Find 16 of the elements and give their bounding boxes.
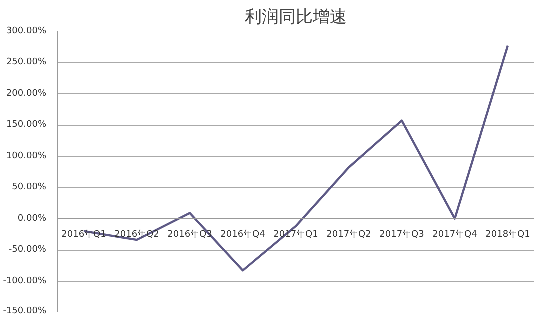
y-tick-label: -150.00% <box>3 306 47 316</box>
y-tick-label: -50.00% <box>8 245 47 256</box>
x-tick-label: 2017年Q4 <box>432 228 478 240</box>
x-tick-label: 2017年Q3 <box>380 228 424 240</box>
y-tick-label: 0.00% <box>18 214 47 224</box>
y-tick-label: 200.00% <box>6 88 47 99</box>
chart-title: 利润同比增速 <box>245 8 347 26</box>
x-tick-label: 2018年Q1 <box>486 228 530 240</box>
y-tick-label: 100.00% <box>6 151 47 162</box>
y-tick-label: 150.00% <box>6 120 47 130</box>
y-tick-label: 50.00% <box>12 182 47 193</box>
x-tick-label: 2016年Q4 <box>220 228 266 240</box>
y-tick-label: 250.00% <box>6 58 47 68</box>
x-tick-label: 2017年Q2 <box>326 228 372 240</box>
y-tick-label: -100.00% <box>3 276 47 286</box>
y-tick-label: 300.00% <box>6 26 47 36</box>
